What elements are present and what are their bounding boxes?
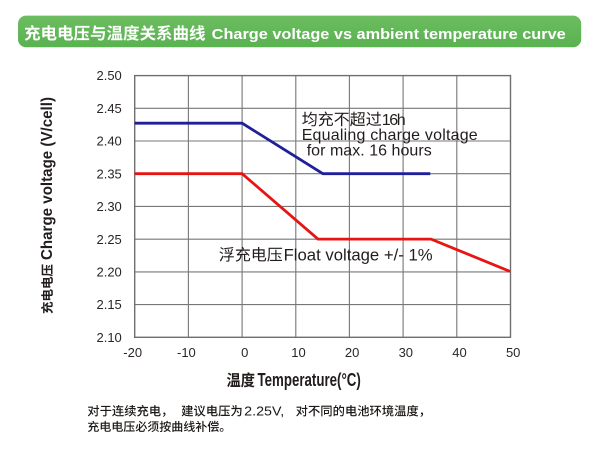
svg-text:2.25: 2.25 <box>96 232 121 247</box>
svg-text:-20: -20 <box>123 345 142 360</box>
svg-text:50: 50 <box>506 345 520 360</box>
svg-text:2.50: 2.50 <box>96 68 121 83</box>
svg-text:2.15: 2.15 <box>96 297 121 312</box>
svg-text:16h: 16h <box>382 112 406 129</box>
svg-text:2.25V,: 2.25V, <box>244 403 284 418</box>
svg-text:-10: -10 <box>177 345 196 360</box>
svg-text:2.10: 2.10 <box>96 330 121 345</box>
svg-text:Float voltage +/- 1%: Float voltage +/- 1% <box>284 246 433 264</box>
svg-text:Equaling charge voltage: Equaling charge voltage <box>302 127 478 144</box>
svg-text:for max. 16 hours: for max. 16 hours <box>307 143 432 160</box>
svg-text:2.40: 2.40 <box>96 134 121 149</box>
svg-text:Charge voltage (V/cell): Charge voltage (V/cell) <box>39 97 56 260</box>
svg-text:10: 10 <box>291 345 305 360</box>
svg-text:20: 20 <box>345 345 359 360</box>
svg-text:2.30: 2.30 <box>96 199 121 214</box>
svg-text:0: 0 <box>241 345 248 360</box>
svg-text:40: 40 <box>452 345 466 360</box>
svg-text:Charge voltage vs ambient temp: Charge voltage vs ambient temperature cu… <box>212 26 566 43</box>
svg-text:2.45: 2.45 <box>96 101 121 116</box>
svg-text:30: 30 <box>399 345 413 360</box>
svg-text:2.20: 2.20 <box>96 265 121 280</box>
svg-text:2.35: 2.35 <box>96 166 121 181</box>
svg-text:Temperature(°C): Temperature(°C) <box>258 370 361 390</box>
